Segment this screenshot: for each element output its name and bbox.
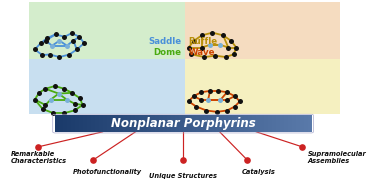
Text: Supramolecular
Assemblies: Supramolecular Assemblies — [308, 151, 366, 164]
Text: Catalysis: Catalysis — [242, 169, 276, 175]
Bar — [29, 2, 185, 59]
Text: Dome: Dome — [153, 48, 181, 57]
Text: Wave: Wave — [189, 48, 215, 57]
Text: Nonplanar Porphyrins: Nonplanar Porphyrins — [111, 117, 256, 130]
Text: Remarkable
Characteristics: Remarkable Characteristics — [11, 151, 67, 164]
Bar — [185, 2, 341, 59]
Text: Saddle: Saddle — [148, 37, 181, 46]
Text: Unique Structures: Unique Structures — [149, 173, 217, 179]
Text: Ruffle: Ruffle — [189, 37, 218, 46]
Bar — [29, 57, 185, 114]
Text: Photofunctionality: Photofunctionality — [73, 169, 143, 175]
Bar — [185, 57, 341, 114]
